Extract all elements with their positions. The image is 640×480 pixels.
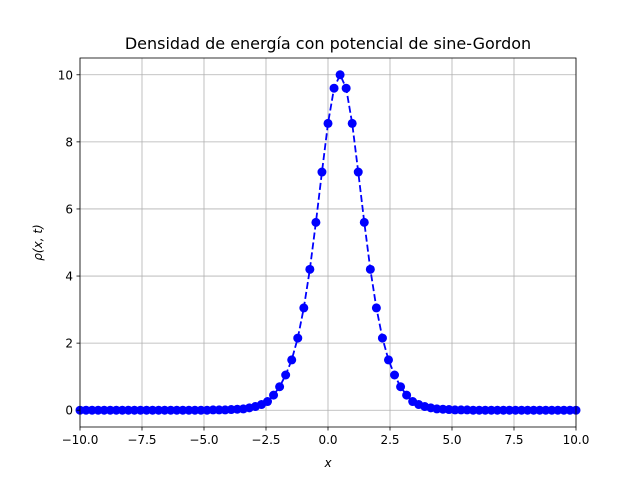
- x-tick-label: −7.5: [127, 433, 156, 447]
- data-point: [317, 167, 327, 177]
- data-point: [371, 303, 381, 313]
- chart-title: Densidad de energía con potencial de sin…: [125, 34, 531, 53]
- data-point: [263, 397, 273, 407]
- data-point: [269, 390, 279, 400]
- data-point: [383, 355, 393, 365]
- data-point: [311, 217, 321, 227]
- data-point: [329, 83, 339, 93]
- data-point: [299, 303, 309, 313]
- series-layer: [75, 70, 581, 415]
- data-point: [390, 370, 400, 380]
- x-tick-label: 10.0: [563, 433, 590, 447]
- x-tick-label: 5.0: [442, 433, 461, 447]
- x-tick-label: −2.5: [251, 433, 280, 447]
- y-tick-label: 8: [65, 135, 73, 149]
- data-point: [305, 264, 315, 274]
- x-tick-label: 0.0: [318, 433, 337, 447]
- x-axis-label: x: [323, 456, 332, 470]
- data-point: [377, 333, 387, 343]
- x-tick-label: −10.0: [62, 433, 99, 447]
- x-tick-label: 7.5: [504, 433, 523, 447]
- data-point: [396, 382, 406, 392]
- data-point: [341, 83, 351, 93]
- data-point: [275, 382, 285, 392]
- data-point: [323, 118, 333, 128]
- data-point: [335, 70, 345, 80]
- data-point: [402, 390, 412, 400]
- data-point: [281, 370, 291, 380]
- data-point: [353, 167, 363, 177]
- data-point: [359, 217, 369, 227]
- data-point: [287, 355, 297, 365]
- data-point: [293, 333, 303, 343]
- x-tick-label: 2.5: [380, 433, 399, 447]
- y-tick-label: 6: [65, 202, 73, 216]
- y-axis-label: ρ(x, t): [31, 224, 45, 260]
- y-tick-label: 10: [58, 68, 73, 82]
- x-tick-label: −5.0: [189, 433, 218, 447]
- data-point: [365, 264, 375, 274]
- y-tick-label: 2: [65, 337, 73, 351]
- y-tick-label: 0: [65, 404, 73, 418]
- y-axis: 0 2 4 6 8 10: [58, 68, 80, 418]
- data-point: [347, 118, 357, 128]
- x-axis: −10.0 −7.5 −5.0 −2.5 0.0 2.5 5.0 7.5 10.0: [62, 427, 590, 447]
- y-tick-label: 4: [65, 270, 73, 284]
